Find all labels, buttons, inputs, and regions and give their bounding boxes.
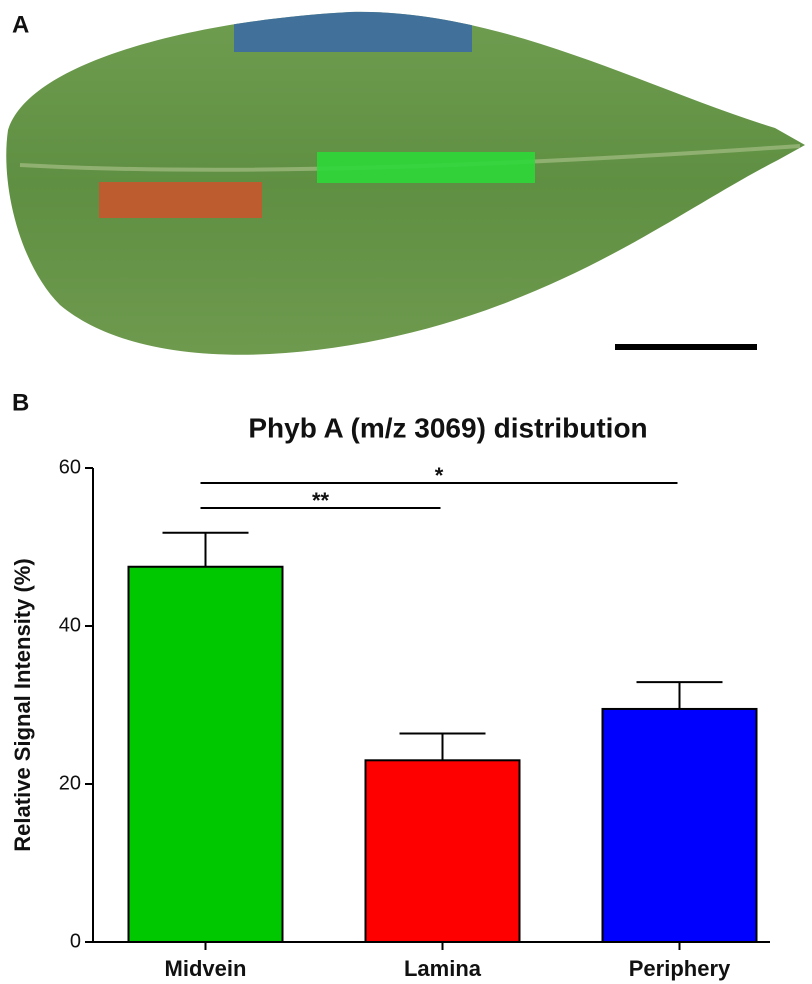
significance-label: ** (312, 488, 330, 513)
x-tick-label: Midvein (165, 956, 247, 981)
panel-label: A (12, 11, 29, 38)
y-tick-label: 40 (59, 614, 81, 636)
significance-label: * (435, 463, 444, 488)
x-tick-label: Periphery (629, 956, 731, 981)
midvein-region (317, 152, 535, 183)
scale-bar (615, 344, 757, 350)
y-tick-label: 60 (59, 456, 81, 478)
bar (127, 565, 284, 943)
bar (601, 707, 758, 944)
y-axis-label: Relative Signal Intensity (%) (10, 558, 35, 851)
leaf (6, 11, 805, 355)
chart-title: Phyb A (m/z 3069) distribution (248, 412, 647, 443)
regions (234, 11, 472, 52)
y-tick-label: 20 (59, 772, 81, 794)
periphery-region (234, 11, 472, 52)
x-tick-label: Lamina (404, 956, 482, 981)
bar (364, 759, 521, 943)
leaf-photo (6, 11, 805, 355)
panel-label: B (12, 389, 29, 416)
lamina-region (99, 182, 262, 218)
y-tick-label: 0 (70, 930, 81, 952)
